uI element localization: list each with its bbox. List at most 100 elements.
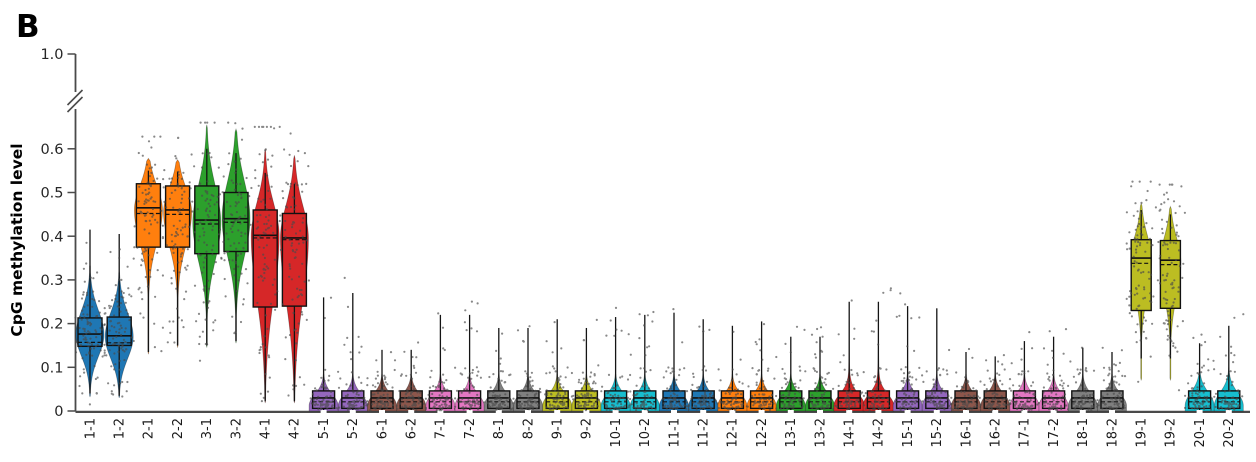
dot — [1143, 288, 1146, 291]
dot — [1042, 347, 1046, 350]
dot — [754, 340, 757, 344]
dot — [1196, 402, 1199, 405]
dot — [667, 397, 670, 400]
dot — [181, 185, 184, 188]
dot — [731, 398, 734, 401]
dot — [945, 369, 948, 372]
dot — [202, 261, 205, 264]
dot — [412, 408, 415, 411]
dot — [269, 197, 272, 200]
dot — [1170, 261, 1173, 264]
violin-4-2 — [279, 132, 310, 404]
dot — [1027, 370, 1030, 373]
dot — [292, 384, 295, 387]
dot — [183, 298, 186, 301]
dot — [576, 403, 580, 406]
dot — [138, 286, 141, 289]
dot — [300, 293, 303, 296]
dot — [570, 395, 574, 398]
dot — [264, 268, 267, 271]
dot — [224, 295, 227, 298]
dot — [508, 374, 511, 377]
dot — [1080, 401, 1083, 404]
dot — [783, 405, 786, 408]
dot — [86, 304, 89, 307]
dot — [846, 381, 849, 384]
dot — [1201, 403, 1204, 406]
dot — [885, 368, 888, 371]
dot — [512, 397, 515, 400]
dot — [103, 343, 106, 346]
dot — [1012, 400, 1015, 403]
dot — [307, 279, 310, 282]
dot — [864, 392, 867, 395]
dot — [1115, 407, 1118, 410]
violin-8-1 — [483, 327, 514, 414]
dot — [428, 386, 432, 389]
dot — [303, 280, 306, 283]
dot — [91, 354, 94, 357]
dot — [172, 269, 176, 272]
dot — [234, 204, 237, 208]
dot — [1052, 403, 1055, 406]
dot — [294, 251, 297, 254]
dot — [646, 314, 650, 317]
dot — [445, 397, 448, 400]
dot — [1134, 240, 1137, 243]
dot — [913, 349, 916, 352]
dot — [119, 382, 122, 385]
dot — [483, 401, 486, 404]
dot — [170, 282, 173, 285]
dot — [1170, 226, 1173, 229]
dot — [551, 404, 554, 407]
dot — [1161, 232, 1164, 235]
dot — [379, 400, 382, 403]
dot — [401, 405, 404, 408]
dot — [228, 258, 231, 262]
dot — [1231, 396, 1234, 399]
dot — [197, 239, 200, 242]
dot — [944, 391, 947, 394]
dot — [998, 373, 1001, 376]
dot — [344, 394, 347, 398]
dot — [180, 253, 183, 256]
dot — [555, 395, 558, 398]
dot — [260, 400, 263, 403]
dot — [389, 399, 392, 402]
dot — [1135, 341, 1138, 344]
dot — [201, 330, 204, 333]
dot — [1048, 406, 1051, 409]
dot — [161, 237, 164, 240]
dot — [1199, 402, 1202, 405]
dot — [918, 316, 921, 319]
dot — [585, 380, 588, 383]
dot — [758, 369, 761, 372]
dot — [644, 370, 648, 373]
dot — [121, 345, 124, 348]
dot — [704, 393, 707, 396]
dot — [803, 328, 806, 331]
dot — [904, 397, 908, 400]
dot — [1196, 362, 1199, 365]
dot — [227, 121, 230, 124]
dot — [213, 121, 216, 124]
base-notch — [466, 410, 473, 414]
dot — [350, 404, 353, 407]
dot — [1112, 392, 1115, 395]
dot — [144, 275, 147, 279]
dot — [614, 306, 618, 309]
dot — [1193, 403, 1196, 406]
dot — [358, 399, 361, 402]
dot — [718, 389, 721, 392]
dot — [648, 345, 651, 348]
violin-15-2 — [921, 308, 953, 414]
dot — [289, 182, 293, 185]
dot — [386, 398, 390, 401]
violin-20-1 — [1184, 333, 1216, 414]
dot — [223, 277, 226, 281]
dot — [492, 373, 495, 376]
dot — [232, 222, 235, 225]
dot — [1130, 315, 1133, 318]
dot — [915, 399, 918, 402]
dot — [736, 392, 740, 395]
